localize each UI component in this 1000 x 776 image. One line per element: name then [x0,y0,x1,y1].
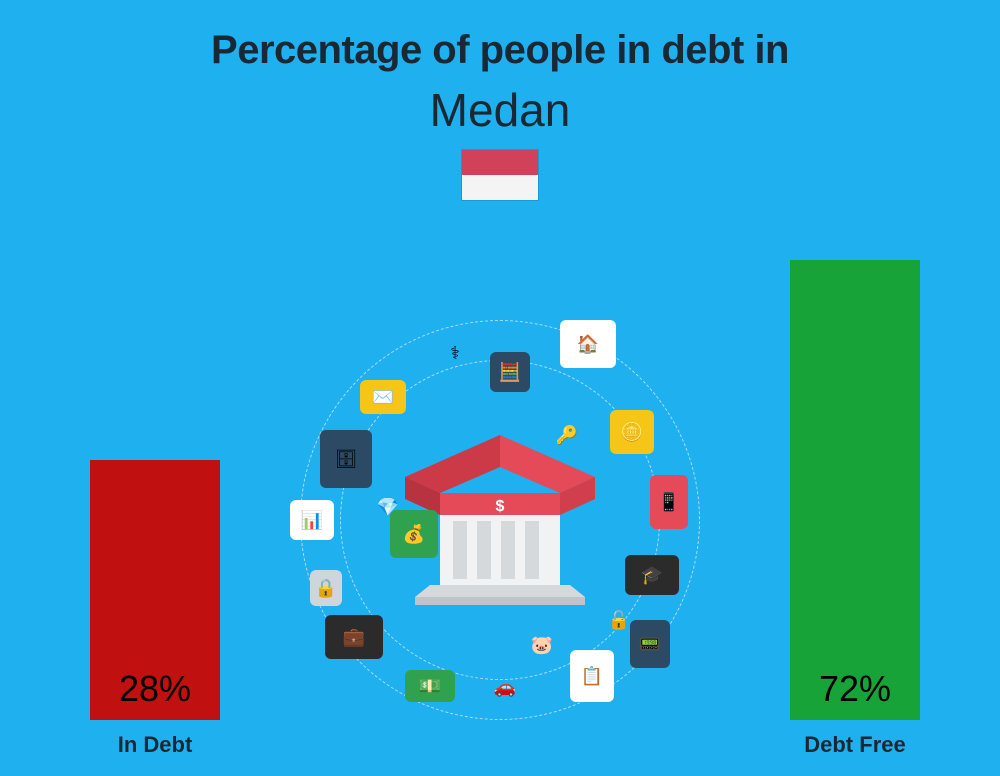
caduceus-icon: ⚕ [435,325,475,381]
bar-debt_free: 72%Debt Free [790,260,920,720]
flag-stripe-top [462,150,538,175]
svg-text:$: $ [496,498,505,515]
calc2-icon: 🧮 [490,352,530,392]
bar-label-in_debt: In Debt [90,732,220,758]
bar-label-debt_free: Debt Free [790,732,920,758]
diamond-icon: 💎 [375,495,401,519]
briefcase-icon: 💼 [325,615,383,659]
country-flag [461,149,539,201]
flag-stripe-bottom [462,175,538,200]
envelope-icon: ✉️ [360,380,406,414]
center-illustration: $ 🏠🪙📱🎓📟📋🚗💵💼🔒📊🗄✉️⚕🧮💰🔑🐷🔓💎 [290,310,710,730]
house-icon: 🏠 [560,320,616,368]
bar-value-debt_free: 72% [790,668,920,710]
clipboard-icon: 📋 [570,650,614,702]
calculator-icon: 📟 [630,620,670,668]
phone-icon: 📱 [650,475,688,529]
grad-cap-icon: 🎓 [625,555,679,595]
car-icon: 🚗 [465,665,545,709]
piggy-icon: 🐷 [525,630,559,660]
coins-icon: 🪙 [610,410,654,454]
bar-chart: $ 🏠🪙📱🎓📟📋🚗💵💼🔒📊🗄✉️⚕🧮💰🔑🐷🔓💎 28%In Debt72%Deb… [0,200,1000,720]
bar-value-in_debt: 28% [90,668,220,710]
safe-icon: 🗄 [320,430,372,488]
bar-in_debt: 28%In Debt [90,460,220,720]
padlock-icon: 🔓 [605,605,633,635]
page-title: Percentage of people in debt in [0,0,1000,73]
key-icon: 🔑 [552,420,582,450]
cash-icon: 💵 [405,670,455,702]
city-name: Medan [0,83,1000,137]
chart-icon: 📊 [290,500,334,540]
lock-icon: 🔒 [310,570,342,606]
